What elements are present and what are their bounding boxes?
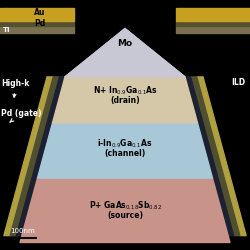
Bar	[0, 21, 74, 26]
Text: 100nm: 100nm	[10, 228, 35, 234]
Polygon shape	[4, 77, 53, 235]
Text: i-In$_{0.9}$Ga$_{0.1}$As: i-In$_{0.9}$Ga$_{0.1}$As	[98, 138, 152, 150]
Bar	[0, 26, 74, 32]
Polygon shape	[52, 77, 198, 123]
Text: Pd (gate): Pd (gate)	[1, 108, 42, 122]
Bar	[176, 21, 250, 26]
Polygon shape	[65, 28, 185, 77]
Polygon shape	[190, 77, 240, 235]
Text: Ti: Ti	[2, 28, 10, 34]
Text: (source): (source)	[107, 211, 143, 220]
Text: Pd: Pd	[34, 19, 46, 28]
Text: P+ GaAs$_{0.18}$Sb$_{0.82}$: P+ GaAs$_{0.18}$Sb$_{0.82}$	[88, 200, 162, 212]
Polygon shape	[16, 77, 65, 235]
Bar	[176, 26, 250, 32]
Text: High-k: High-k	[1, 79, 30, 97]
Polygon shape	[185, 77, 234, 235]
Text: Mo: Mo	[118, 39, 132, 48]
Text: (channel): (channel)	[104, 149, 146, 158]
Text: Au: Au	[34, 8, 46, 17]
Polygon shape	[65, 28, 185, 77]
Polygon shape	[38, 123, 212, 178]
Text: N+ In$_{0.9}$Ga$_{0.1}$As: N+ In$_{0.9}$Ga$_{0.1}$As	[92, 84, 158, 97]
Bar	[176, 8, 250, 21]
Bar	[0, 8, 74, 21]
Polygon shape	[20, 178, 230, 242]
Polygon shape	[10, 77, 59, 235]
Polygon shape	[197, 77, 246, 235]
Text: (drain): (drain)	[110, 96, 140, 104]
Text: ILD: ILD	[232, 78, 246, 87]
